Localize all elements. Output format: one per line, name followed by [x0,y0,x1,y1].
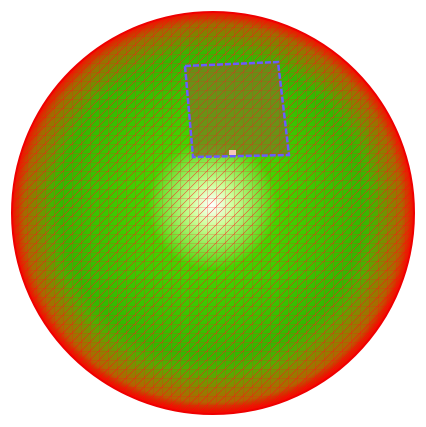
selection-mesh [185,62,289,157]
sphere-rim-shading [12,12,414,414]
selected-face-region[interactable] [183,60,291,159]
selection-outline [183,60,291,159]
selection-handle-marker[interactable] [229,150,236,155]
sphere-silhouette [11,11,415,415]
